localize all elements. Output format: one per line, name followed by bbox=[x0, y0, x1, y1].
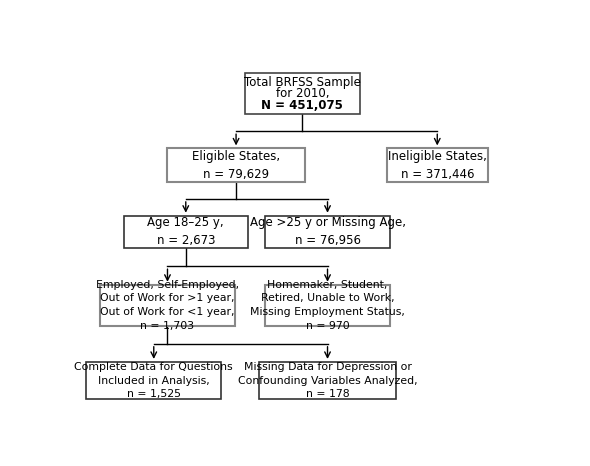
Text: Age 18–25 y,
n = 2,673: Age 18–25 y, n = 2,673 bbox=[148, 217, 224, 247]
FancyBboxPatch shape bbox=[124, 216, 248, 248]
Text: Total BRFSS Sample: Total BRFSS Sample bbox=[244, 75, 361, 89]
Text: Missing Data for Depression or
Confounding Variables Analyzed,
n = 178: Missing Data for Depression or Confoundi… bbox=[238, 362, 417, 399]
FancyBboxPatch shape bbox=[168, 148, 304, 182]
Text: for 2010,: for 2010, bbox=[276, 87, 329, 100]
Text: Complete Data for Questions
Included in Analysis,
n = 1,525: Complete Data for Questions Included in … bbox=[74, 362, 233, 399]
Text: Ineligible States,
n = 371,446: Ineligible States, n = 371,446 bbox=[388, 150, 487, 181]
FancyBboxPatch shape bbox=[86, 362, 221, 399]
FancyBboxPatch shape bbox=[265, 285, 391, 326]
FancyBboxPatch shape bbox=[265, 216, 391, 248]
FancyBboxPatch shape bbox=[259, 362, 396, 399]
Text: Eligible States,
n = 79,629: Eligible States, n = 79,629 bbox=[192, 150, 280, 181]
FancyBboxPatch shape bbox=[100, 285, 235, 326]
FancyBboxPatch shape bbox=[245, 73, 359, 114]
Text: N = 451,075: N = 451,075 bbox=[261, 99, 343, 112]
Text: Homemaker, Student,
Retired, Unable to Work,
Missing Employment Status,
n = 970: Homemaker, Student, Retired, Unable to W… bbox=[250, 280, 405, 331]
FancyBboxPatch shape bbox=[387, 148, 487, 182]
Text: Employed, Self-Employed,
Out of Work for >1 year,
Out of Work for <1 year,
n = 1: Employed, Self-Employed, Out of Work for… bbox=[96, 280, 239, 331]
Text: Age >25 y or Missing Age,
n = 76,956: Age >25 y or Missing Age, n = 76,956 bbox=[250, 217, 405, 247]
